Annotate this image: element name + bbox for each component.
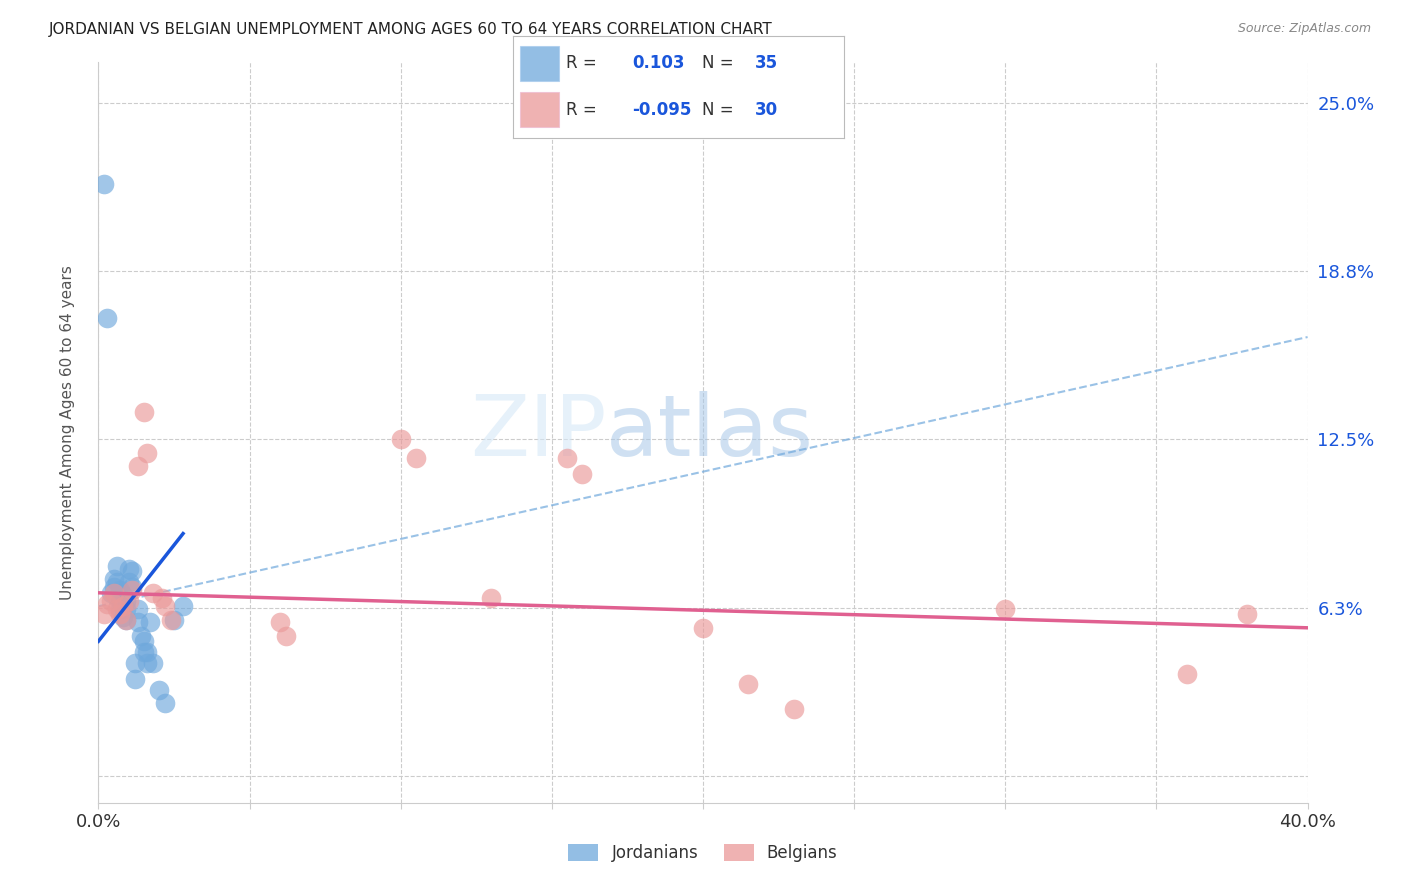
Point [129,629,152,643]
Point [118,561,141,575]
Point [93,177,115,191]
Text: N =: N = [702,101,733,119]
Point [100,586,122,600]
Point [105,575,128,590]
FancyBboxPatch shape [520,46,560,81]
Text: R =: R = [567,101,596,119]
Y-axis label: Unemployment Among Ages 60 to 64 years: Unemployment Among Ages 60 to 64 years [60,265,75,600]
Point [124,656,146,670]
Point [132,405,155,419]
Point [105,558,128,573]
Point [405,451,427,466]
Point [389,433,412,447]
Point [132,645,155,659]
Point [481,591,503,606]
Point [108,602,131,616]
Point [121,583,143,598]
Point [114,613,136,627]
Point [111,599,134,614]
Point [163,613,186,627]
Point [1236,607,1258,622]
Point [274,629,297,643]
Point [142,586,165,600]
Text: 30: 30 [755,101,778,119]
Point [103,581,125,595]
Point [96,597,118,611]
Text: N =: N = [702,54,733,72]
Point [114,613,136,627]
Text: -0.095: -0.095 [633,101,692,119]
Point [148,682,170,697]
Point [269,615,291,630]
Point [114,594,136,608]
Point [555,451,578,466]
Point [153,696,176,710]
Point [118,575,141,590]
Point [121,581,143,595]
Point [124,672,146,686]
Point [111,589,134,603]
Point [132,634,155,648]
FancyBboxPatch shape [520,92,560,127]
Point [692,621,714,635]
Point [1175,666,1198,681]
Point [103,586,125,600]
Point [108,583,131,598]
Point [114,602,136,616]
Point [111,610,134,624]
Point [150,591,173,606]
Point [108,607,131,622]
Point [127,615,149,630]
Point [153,599,176,614]
Text: ZIP: ZIP [470,391,606,475]
Point [100,594,122,608]
Point [139,615,162,630]
Text: atlas: atlas [606,391,814,475]
Point [737,677,759,691]
Point [118,594,141,608]
Point [135,446,157,460]
Point [127,602,149,616]
Point [105,602,128,616]
Text: Source: ZipAtlas.com: Source: ZipAtlas.com [1237,22,1371,36]
Point [135,645,157,659]
Text: 0.103: 0.103 [633,54,685,72]
Point [135,656,157,670]
Point [994,602,1017,616]
Legend: Jordanians, Belgians: Jordanians, Belgians [562,837,844,869]
Point [93,607,115,622]
Point [111,599,134,614]
Point [108,594,131,608]
Text: 35: 35 [755,54,778,72]
Point [121,564,143,578]
Text: R =: R = [567,54,596,72]
Point [127,459,149,474]
Text: JORDANIAN VS BELGIAN UNEMPLOYMENT AMONG AGES 60 TO 64 YEARS CORRELATION CHART: JORDANIAN VS BELGIAN UNEMPLOYMENT AMONG … [49,22,773,37]
Point [142,656,165,670]
Point [172,599,194,614]
Point [571,467,593,482]
Point [160,613,183,627]
Point [96,311,118,326]
Point [783,701,806,715]
Point [103,572,125,586]
